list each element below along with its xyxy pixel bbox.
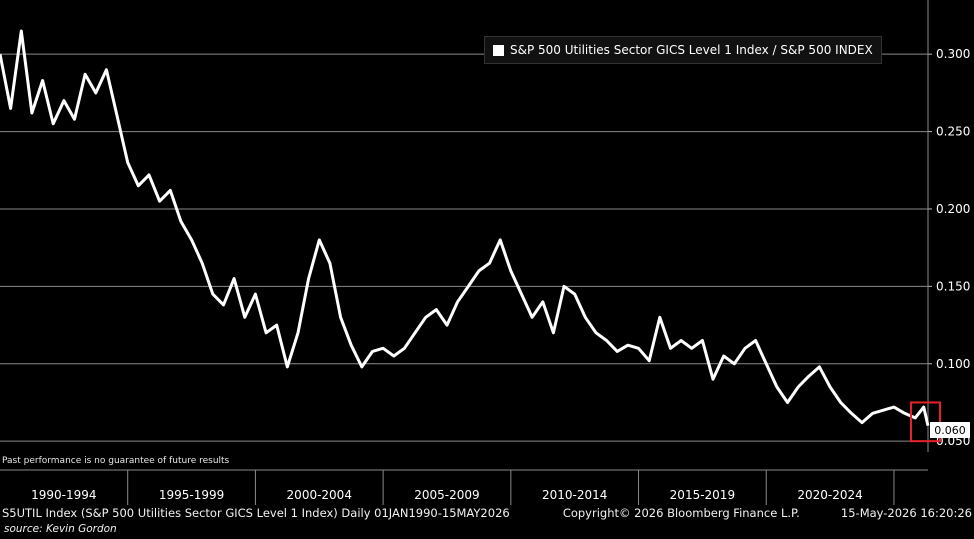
footer-copyright: Copyright© 2026 Bloomberg Finance L.P. bbox=[562, 506, 800, 520]
y-tick-label: 0.200 bbox=[936, 202, 970, 216]
y-tick-label: 0.150 bbox=[936, 279, 970, 293]
x-group-label: 2010-2014 bbox=[542, 488, 607, 502]
footer-timestamp: 15-May-2026 16:20:26 bbox=[840, 506, 972, 520]
y-tick-label: 0.250 bbox=[936, 125, 970, 139]
x-group-label: 2005-2009 bbox=[414, 488, 479, 502]
x-group-label: 2020-2024 bbox=[797, 488, 862, 502]
x-group-label: 2015-2019 bbox=[670, 488, 735, 502]
footer-description: S5UTIL Index (S&P 500 Utilities Sector G… bbox=[2, 506, 510, 520]
source-credit: source: Kevin Gordon bbox=[4, 523, 117, 535]
disclaimer: Past performance is no guarantee of futu… bbox=[2, 456, 230, 466]
legend-swatch bbox=[493, 44, 504, 56]
x-axis: 1990-1994 1995-1999 2000-2004 2005-2009 2010… bbox=[0, 469, 928, 505]
legend-label: S&P 500 Utilities Sector GICS Level 1 In… bbox=[510, 43, 873, 57]
last-value-badge: 0.060 bbox=[930, 422, 970, 438]
series-line bbox=[0, 29, 930, 427]
footer-info: S5UTIL Index (S&P 500 Utilities Sector G… bbox=[2, 506, 972, 520]
legend: S&P 500 Utilities Sector GICS Level 1 In… bbox=[484, 36, 882, 64]
y-tick-label: 0.100 bbox=[936, 357, 970, 371]
x-group-label: 2000-2004 bbox=[287, 488, 352, 502]
x-group-label: 1990-1994 bbox=[31, 488, 96, 502]
recent-value-highlight-box bbox=[909, 401, 941, 443]
x-group-label: 1995-1999 bbox=[159, 488, 224, 502]
y-tick-label: 0.300 bbox=[936, 47, 970, 61]
grid-lines bbox=[0, 53, 928, 442]
